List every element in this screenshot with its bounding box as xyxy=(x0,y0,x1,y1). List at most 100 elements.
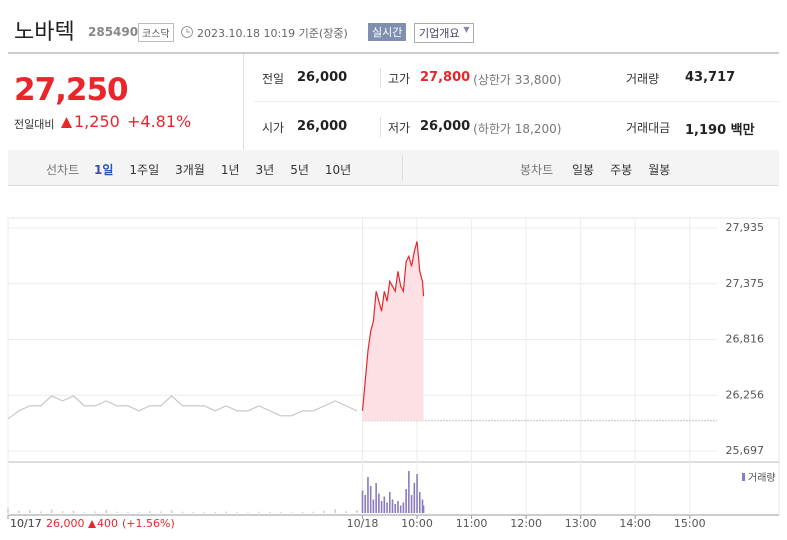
change-label: 전일대비 xyxy=(14,118,55,131)
x-tick-label: 13:00 xyxy=(565,517,597,530)
footer-close: 26,000 xyxy=(46,517,85,530)
market-badge: 코스닥 xyxy=(138,23,174,42)
x-tick-label: 12:00 xyxy=(510,517,542,530)
period-tab[interactable]: 5년 xyxy=(290,163,309,177)
quote-label: 전일 xyxy=(262,72,285,86)
volume-bar xyxy=(170,510,173,513)
chart: 25,697 26,256 26,816 27,375 27,935 10/17 10/18… xyxy=(7,217,780,530)
quote-note: (상한가 33,800) xyxy=(473,73,562,87)
price-panel xyxy=(8,54,244,150)
volume-bar xyxy=(372,499,375,513)
volume-bar xyxy=(378,493,380,513)
volume-bar xyxy=(116,511,118,513)
legend-label: 거래량 xyxy=(748,472,776,484)
footer-date: 10/17 xyxy=(10,517,42,530)
sep xyxy=(402,155,403,181)
y-tick-label: 26,816 xyxy=(726,333,765,346)
volume-bar xyxy=(418,492,421,513)
volume-bar xyxy=(127,511,129,513)
volume-bar xyxy=(18,510,20,513)
quote-value: 26,000 xyxy=(420,119,471,134)
volume-bar xyxy=(421,499,424,513)
quote-label: 거래량 xyxy=(626,72,660,86)
timestamp: 2023.10.18 10:19 기준(장중) xyxy=(197,27,348,40)
quote-value: 27,800 xyxy=(420,70,471,85)
realtime-badge: 실시간 xyxy=(368,23,407,41)
x-tick-label: 14:00 xyxy=(619,517,651,530)
volume-bar xyxy=(399,505,402,513)
volume-bar xyxy=(364,495,367,513)
volume-bar xyxy=(394,504,397,513)
volume-bar xyxy=(380,501,383,513)
quote-note: (하한가 18,200) xyxy=(473,122,562,136)
company-button-text: 기업개요 xyxy=(419,27,460,40)
volume-bar xyxy=(149,511,151,513)
period-tab[interactable]: 1주일 xyxy=(129,163,160,177)
candle-tab[interactable]: 일봉 xyxy=(572,163,595,177)
candle-tab[interactable]: 주봉 xyxy=(610,163,633,177)
quote-value: 1,190 백만 xyxy=(685,123,755,138)
up-arrow xyxy=(61,117,72,128)
stock-code: 285490 xyxy=(88,25,139,39)
volume-bar xyxy=(214,511,217,513)
footer-change: 400 xyxy=(97,517,118,530)
volume-bar xyxy=(397,501,399,513)
period-tab[interactable]: 3개월 xyxy=(175,163,205,177)
volume-bar xyxy=(402,502,405,513)
volume-bar xyxy=(386,502,388,513)
change-pct: +4.81% xyxy=(127,112,192,131)
volume-bar xyxy=(225,511,227,513)
volume-bar xyxy=(416,474,418,513)
company-button[interactable]: 기업개요 ▼ xyxy=(414,23,475,43)
volume-bar xyxy=(105,510,107,513)
y-tick-label: 25,697 xyxy=(726,444,765,457)
volume-bar xyxy=(375,483,377,513)
volume-bar xyxy=(39,511,42,513)
candle-tab[interactable]: 월봉 xyxy=(648,163,671,177)
row-sep xyxy=(254,101,779,102)
period-tab[interactable]: 10년 xyxy=(324,163,352,177)
caret: ▼ xyxy=(463,25,470,34)
quote-label: 고가 xyxy=(388,72,411,86)
volume-bar xyxy=(301,511,304,513)
volume-bar xyxy=(203,512,206,513)
sep xyxy=(380,117,381,137)
quote-label: 시가 xyxy=(262,121,285,135)
volume-bar xyxy=(391,499,394,513)
clock-icon xyxy=(181,26,193,38)
price-line xyxy=(7,395,358,420)
volume-bar xyxy=(192,511,195,513)
volume-bar xyxy=(61,511,64,513)
stock-name: 노바텍 xyxy=(14,20,75,45)
volume-bar xyxy=(258,511,260,513)
y-tick-label: 26,256 xyxy=(726,388,765,401)
volume-bar xyxy=(367,477,369,513)
volume-bar xyxy=(422,505,425,513)
x-tick-label: 10:00 xyxy=(401,517,433,530)
period-tab[interactable]: 1년 xyxy=(220,163,240,177)
volume-bar xyxy=(408,471,410,513)
volume-bar xyxy=(247,512,249,513)
volume-bar xyxy=(405,489,407,513)
quote-label: 거래대금 xyxy=(626,121,671,135)
x-tick-label: 15:00 xyxy=(674,517,706,530)
volume-bar xyxy=(138,512,140,513)
x-tick-label: 10/18 xyxy=(347,517,379,530)
x-tick-label: 10/17 xyxy=(10,517,42,530)
volume-bar xyxy=(388,492,391,513)
volume-bar xyxy=(323,510,326,513)
volume-bar xyxy=(29,510,31,513)
y-tick-label: 27,375 xyxy=(726,277,765,290)
volume-bar xyxy=(413,483,416,513)
volume-bar xyxy=(7,508,9,513)
volume-bar xyxy=(361,490,364,513)
volume-bar xyxy=(356,510,358,513)
volume-bar xyxy=(410,495,413,513)
period-tab[interactable]: 3년 xyxy=(255,163,275,177)
volume-bar xyxy=(83,511,86,513)
volume-bar xyxy=(369,486,372,513)
volume-bar xyxy=(181,511,184,513)
period-tab[interactable]: 1일 xyxy=(94,163,114,177)
price-line xyxy=(361,241,425,411)
volume-bar xyxy=(50,509,53,513)
